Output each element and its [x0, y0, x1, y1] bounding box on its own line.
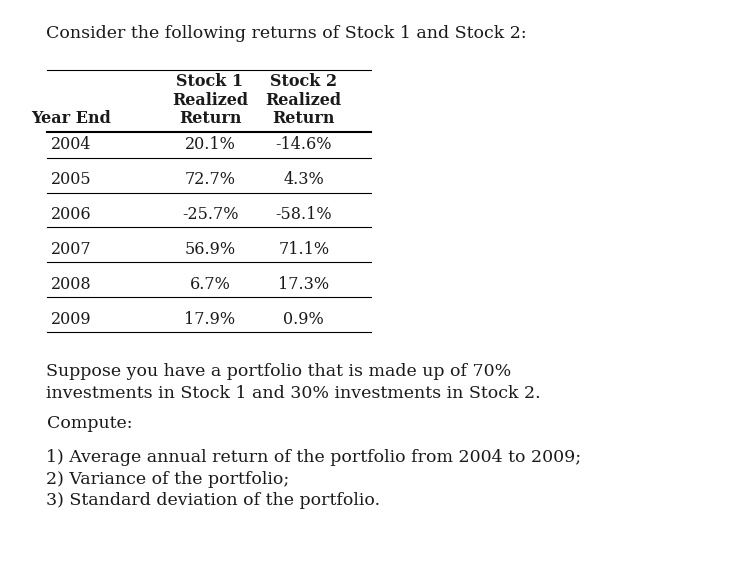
Text: Year End: Year End	[32, 110, 111, 127]
Text: 71.1%: 71.1%	[278, 241, 329, 258]
Text: 4.3%: 4.3%	[284, 171, 324, 188]
Text: 56.9%: 56.9%	[184, 241, 236, 258]
Text: investments in Stock 1 and 30% investments in Stock 2.: investments in Stock 1 and 30% investmen…	[46, 385, 542, 401]
Text: -25.7%: -25.7%	[182, 206, 238, 223]
Text: Realized: Realized	[172, 92, 248, 109]
Text: 3) Standard deviation of the portfolio.: 3) Standard deviation of the portfolio.	[46, 492, 380, 509]
Text: -14.6%: -14.6%	[275, 136, 332, 153]
Text: 2006: 2006	[51, 206, 92, 223]
Text: 20.1%: 20.1%	[184, 136, 236, 153]
Text: 2008: 2008	[51, 276, 92, 293]
Text: 2004: 2004	[51, 136, 92, 153]
Text: 72.7%: 72.7%	[184, 171, 236, 188]
Text: Suppose you have a portfolio that is made up of 70%: Suppose you have a portfolio that is mad…	[46, 363, 512, 380]
Text: -58.1%: -58.1%	[275, 206, 332, 223]
Text: 6.7%: 6.7%	[190, 276, 230, 293]
Text: 1) Average annual return of the portfolio from 2004 to 2009;: 1) Average annual return of the portfoli…	[46, 449, 582, 466]
Text: Return: Return	[272, 110, 335, 127]
Text: 2009: 2009	[51, 311, 92, 328]
Text: 17.3%: 17.3%	[278, 276, 329, 293]
Text: Compute:: Compute:	[46, 415, 132, 432]
Text: Return: Return	[178, 110, 242, 127]
Text: Consider the following returns of Stock 1 and Stock 2:: Consider the following returns of Stock …	[46, 25, 527, 42]
Text: Realized: Realized	[266, 92, 342, 109]
Text: 2007: 2007	[51, 241, 92, 258]
Text: 2) Variance of the portfolio;: 2) Variance of the portfolio;	[46, 471, 290, 488]
Text: 17.9%: 17.9%	[184, 311, 236, 328]
Text: Stock 1: Stock 1	[176, 73, 244, 90]
Text: 0.9%: 0.9%	[284, 311, 324, 328]
Text: Stock 2: Stock 2	[270, 73, 338, 90]
Text: 2005: 2005	[51, 171, 92, 188]
